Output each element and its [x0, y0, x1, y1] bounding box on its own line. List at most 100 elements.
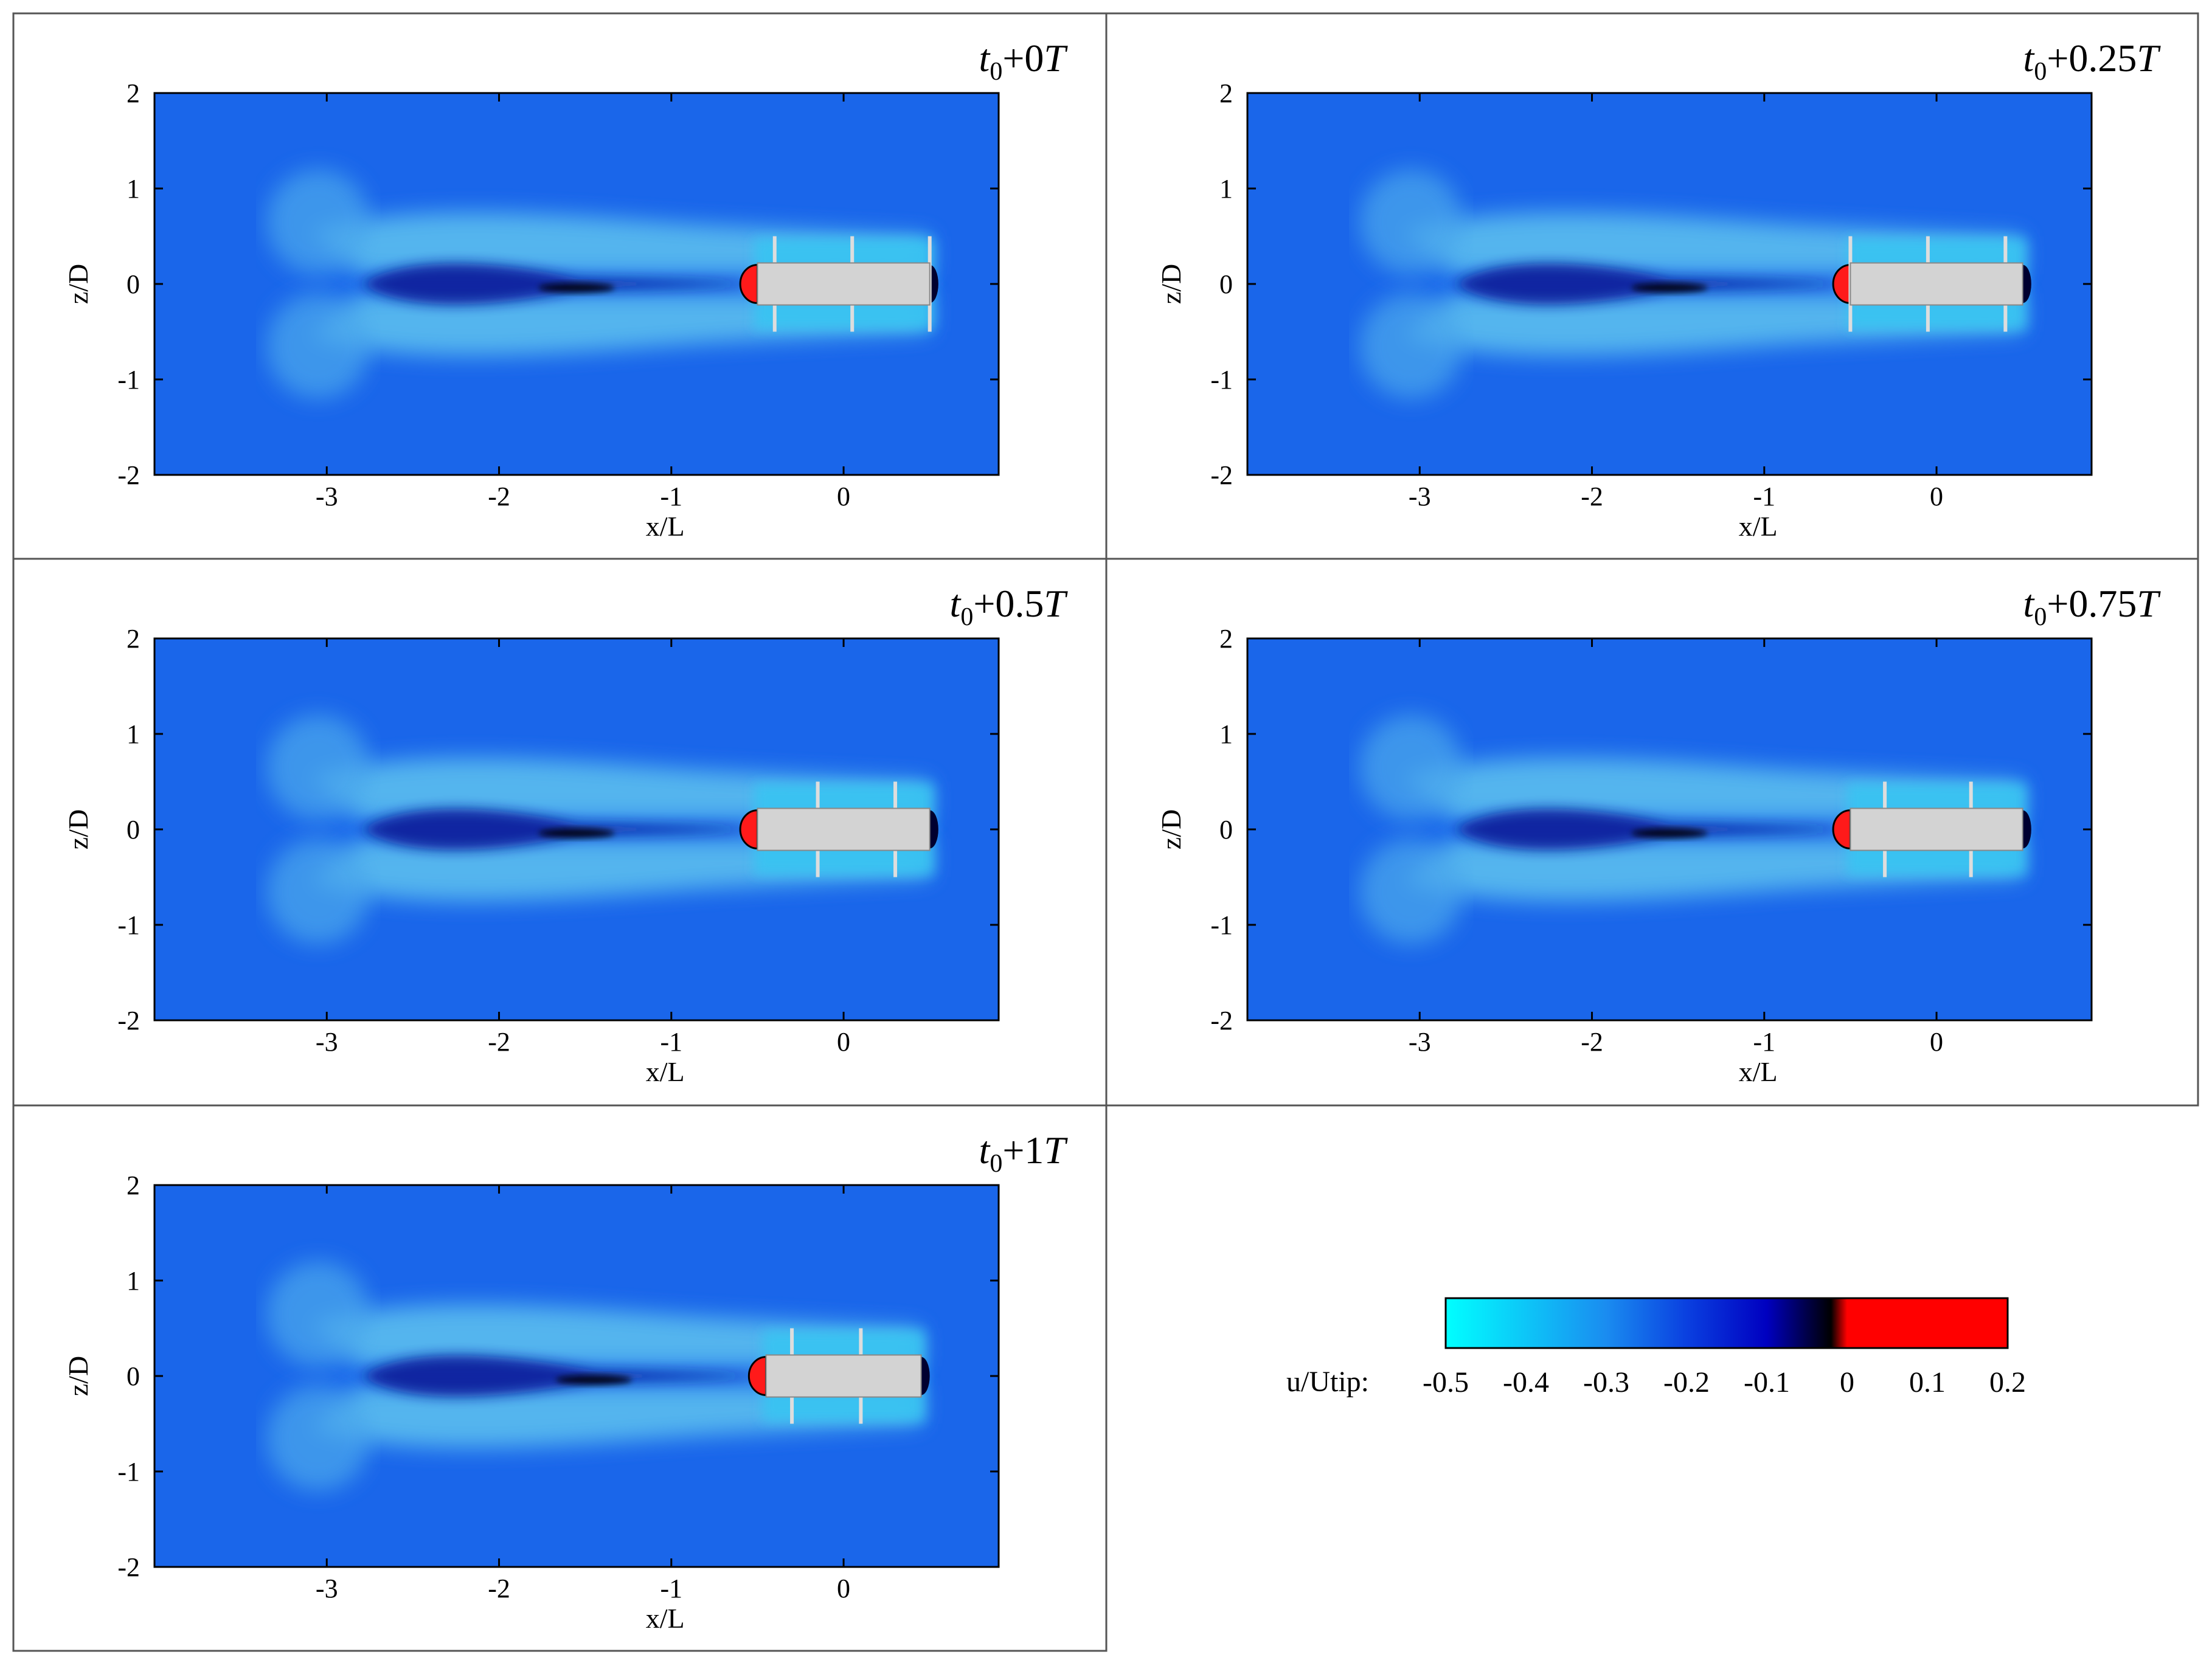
x-axis-label: x/L — [1739, 511, 1778, 542]
vortex-lobe-upper — [266, 714, 370, 820]
x-tick-label: -1 — [660, 1574, 682, 1603]
y-tick-label: 1 — [127, 719, 140, 749]
y-tick-label: -2 — [1210, 1006, 1233, 1035]
velocity-field — [1359, 169, 2031, 399]
velocity-field — [266, 1261, 930, 1491]
title-subscript: 0 — [960, 603, 973, 631]
y-tick-label: 1 — [1219, 719, 1233, 749]
x-tick-label: -3 — [316, 482, 338, 511]
y-axis-label: z/D — [1156, 264, 1187, 304]
recirculation-zone — [1832, 264, 1851, 304]
colorbar-tick-label: 0 — [1840, 1366, 1854, 1399]
wake-core-dark-spot — [556, 1375, 632, 1385]
x-tick-label: -2 — [488, 1027, 510, 1057]
y-tick-label: 1 — [1219, 174, 1233, 204]
y-tick-label: 1 — [127, 1266, 140, 1296]
y-tick-label: -2 — [117, 1006, 140, 1035]
recirculation-zone — [1832, 809, 1851, 849]
title-offset: +1 — [1002, 1129, 1044, 1172]
title-subscript: 0 — [2034, 603, 2047, 631]
vortex-lobe-lower — [266, 1385, 370, 1491]
y-tick-label: 0 — [127, 269, 140, 299]
x-tick-label: -1 — [1753, 1027, 1775, 1057]
x-tick-label: -2 — [488, 1574, 510, 1603]
wake-core-dark-spot — [538, 828, 615, 838]
submarine-body — [765, 1354, 922, 1398]
x-tick-label: -3 — [316, 1027, 338, 1057]
x-tick-label: -3 — [316, 1574, 338, 1603]
x-tick-label: -2 — [488, 482, 510, 511]
y-tick-label: 0 — [1219, 269, 1233, 299]
title-offset: +0.5 — [973, 582, 1044, 625]
x-axis-label: x/L — [646, 511, 685, 542]
colorbar-label: u/Utip: — [1286, 1366, 1369, 1398]
x-tick-label: -3 — [1409, 1027, 1431, 1057]
colorbar-tick-label: -0.3 — [1583, 1366, 1629, 1399]
title-subscript: 0 — [990, 58, 1002, 86]
panel-title: t0+0.75T — [2023, 582, 2162, 631]
x-axis-label: x/L — [646, 1056, 685, 1087]
colorbar: u/Utip: -0.5 -0.4 -0.3 -0.2 -0.1 0 0.1 0.2 — [1286, 1297, 2026, 1399]
x-tick-label: -1 — [660, 1027, 682, 1057]
vortex-lobe-upper — [266, 169, 370, 275]
y-tick-label: -1 — [117, 910, 140, 940]
x-tick-label: 0 — [837, 1574, 850, 1603]
y-axis-label: z/D — [1156, 809, 1187, 849]
y-axis-label: z/D — [63, 1356, 94, 1396]
x-tick-label: 0 — [837, 482, 850, 511]
title-subscript: 0 — [2034, 58, 2047, 86]
velocity-field — [266, 169, 938, 399]
title-subscript: 0 — [990, 1150, 1002, 1178]
colorbar-tick-label: 0.2 — [1989, 1366, 2026, 1399]
velocity-field — [1359, 714, 2031, 944]
title-offset: +0.75 — [2047, 582, 2137, 625]
x-tick-label: 0 — [1930, 1027, 1943, 1057]
wake-core-dark-spot — [1631, 828, 1708, 838]
wake-core-dark-spot — [538, 283, 615, 293]
y-axis-label: z/D — [63, 809, 94, 849]
y-tick-label: 0 — [127, 1361, 140, 1391]
vortex-lobe-lower — [266, 293, 370, 399]
y-tick-label: -1 — [1210, 365, 1233, 395]
title-base: t — [950, 582, 962, 625]
y-tick-label: 2 — [127, 624, 140, 654]
y-tick-label: 2 — [1219, 624, 1233, 654]
submarine-body — [757, 262, 931, 306]
colorbar-tick-label: 0.1 — [1909, 1366, 1946, 1399]
panel-title: t0+1T — [979, 1129, 1069, 1178]
x-tick-label: -2 — [1581, 482, 1603, 511]
panel-frames — [12, 12, 2199, 1652]
title-offset: +0 — [1002, 36, 1044, 80]
wake-core-dark-spot — [1631, 283, 1708, 293]
y-tick-label: 2 — [127, 1170, 140, 1200]
y-tick-label: -2 — [1210, 460, 1233, 490]
x-tick-label: 0 — [837, 1027, 850, 1057]
y-tick-label: 1 — [127, 174, 140, 204]
colorbar-ticks: -0.5 -0.4 -0.3 -0.2 -0.1 0 0.1 0.2 — [1423, 1366, 2026, 1399]
vortex-lobe-lower — [1359, 293, 1463, 399]
y-axis-label: z/D — [63, 264, 94, 304]
colorbar-tick-label: -0.4 — [1503, 1366, 1549, 1399]
recirculation-zone — [747, 1356, 768, 1396]
y-tick-label: 0 — [127, 815, 140, 845]
title-unit: T — [2137, 582, 2161, 625]
recirculation-zone — [739, 809, 758, 849]
x-tick-label: -1 — [660, 482, 682, 511]
title-offset: +0.25 — [2047, 36, 2137, 80]
vortex-lobe-upper — [1359, 169, 1463, 275]
submarine-body — [1850, 807, 2023, 851]
colorbar-tick-label: -0.1 — [1744, 1366, 1790, 1399]
title-unit: T — [1044, 582, 1068, 625]
x-tick-label: -3 — [1409, 482, 1431, 511]
title-unit: T — [1044, 1129, 1068, 1172]
y-tick-label: 2 — [1219, 78, 1233, 108]
colorbar-tick-label: -0.2 — [1663, 1366, 1710, 1399]
y-tick-label: 0 — [1219, 815, 1233, 845]
title-base: t — [2023, 582, 2036, 625]
x-axis-label: x/L — [646, 1603, 685, 1634]
